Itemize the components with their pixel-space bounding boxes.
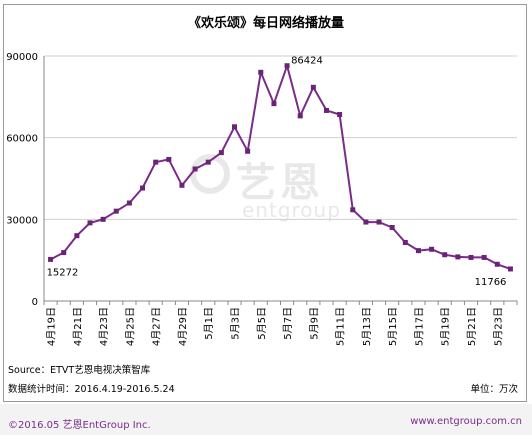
data-point: [481, 254, 487, 260]
x-tick-label: 5月11日: [335, 307, 347, 346]
data-point: [271, 101, 277, 107]
data-point: [284, 63, 290, 69]
data-point: [402, 239, 408, 245]
data-point: [442, 252, 448, 258]
x-tick-label: 5月19日: [440, 307, 452, 346]
data-point: [166, 156, 172, 162]
entgroup-logo-icon: [190, 154, 230, 194]
data-point: [429, 246, 435, 252]
data-point: [389, 225, 395, 230]
chart-frame: [3, 4, 527, 402]
data-point: [179, 182, 185, 188]
y-tick-label: 30000: [6, 215, 38, 226]
x-tick-label: 5月17日: [413, 307, 425, 346]
data-point: [376, 219, 382, 225]
x-tick-label: 5月7日: [282, 307, 294, 340]
data-point: [415, 248, 421, 254]
stats-period: 数据统计时间：2016.4.19-2016.5.24: [8, 384, 175, 395]
data-point: [310, 84, 316, 90]
data-point: [350, 207, 356, 213]
data-point: [126, 200, 132, 206]
x-tick-label: 5月23日: [492, 307, 504, 346]
data-point: [192, 166, 198, 172]
x-tick-label: 5月13日: [361, 307, 373, 346]
watermark-en: entgroup: [242, 198, 341, 222]
data-point: [363, 219, 369, 225]
x-tick-label: 5月3日: [230, 307, 242, 340]
y-tick-label: 60000: [6, 134, 38, 145]
data-label: 86424: [291, 56, 323, 67]
data-point: [61, 250, 67, 256]
unit-label: 单位：万次: [470, 384, 518, 395]
data-label: 11766: [475, 277, 507, 288]
data-point: [100, 216, 106, 222]
data-point: [87, 220, 93, 226]
x-tick-label: 5月9日: [308, 307, 320, 340]
data-point: [140, 185, 146, 191]
data-point: [337, 112, 343, 118]
data-point: [455, 254, 461, 260]
series-line: [50, 64, 511, 270]
data-point: [323, 107, 329, 113]
footer: ©2016.05 艺恩EntGroup Inc. www.entgroup.co…: [0, 404, 532, 435]
data-point: [48, 256, 54, 262]
x-tick-label: 4月19日: [46, 307, 58, 346]
x-tick-label: 5月1日: [203, 307, 215, 340]
x-tick-label: 5月15日: [387, 307, 399, 346]
source-line: Source：ETVT艺恩电视决策智库: [8, 365, 151, 376]
data-point: [232, 124, 238, 130]
footer-website[interactable]: www.entgroup.com.cn: [410, 416, 522, 427]
x-tick-label: 4月21日: [72, 307, 84, 346]
x-tick-label: 5月5日: [256, 307, 268, 340]
x-tick-label: 4月25日: [124, 307, 136, 346]
watermark-cn: 艺恩: [236, 160, 324, 206]
data-point: [153, 159, 159, 165]
x-tick-label: 4月27日: [151, 307, 163, 346]
data-point: [494, 261, 500, 267]
y-tick-label: 0: [32, 297, 38, 308]
data-point: [113, 208, 119, 214]
x-tick-label: 4月29日: [177, 307, 189, 346]
chart-title: 《欢乐颂》每日网络播放量: [187, 16, 344, 31]
data-point: [205, 159, 211, 165]
data-point: [507, 266, 513, 272]
data-point: [218, 150, 224, 156]
y-tick-label: 90000: [6, 52, 38, 63]
data-point: [74, 233, 80, 239]
data-point: [468, 254, 474, 260]
data-point: [245, 148, 251, 154]
x-tick-label: 5月21日: [466, 307, 478, 346]
x-tick-label: 4月23日: [98, 307, 110, 346]
line-chart: 0 30000 60000 90000 4月19日 4月21日 4月23日 4月25日 4月27…: [6, 52, 518, 346]
data-point: [258, 69, 264, 75]
data-label: 15272: [47, 267, 79, 278]
footer-copyright: ©2016.05 艺恩EntGroup Inc.: [8, 420, 151, 431]
data-point: [297, 113, 303, 119]
